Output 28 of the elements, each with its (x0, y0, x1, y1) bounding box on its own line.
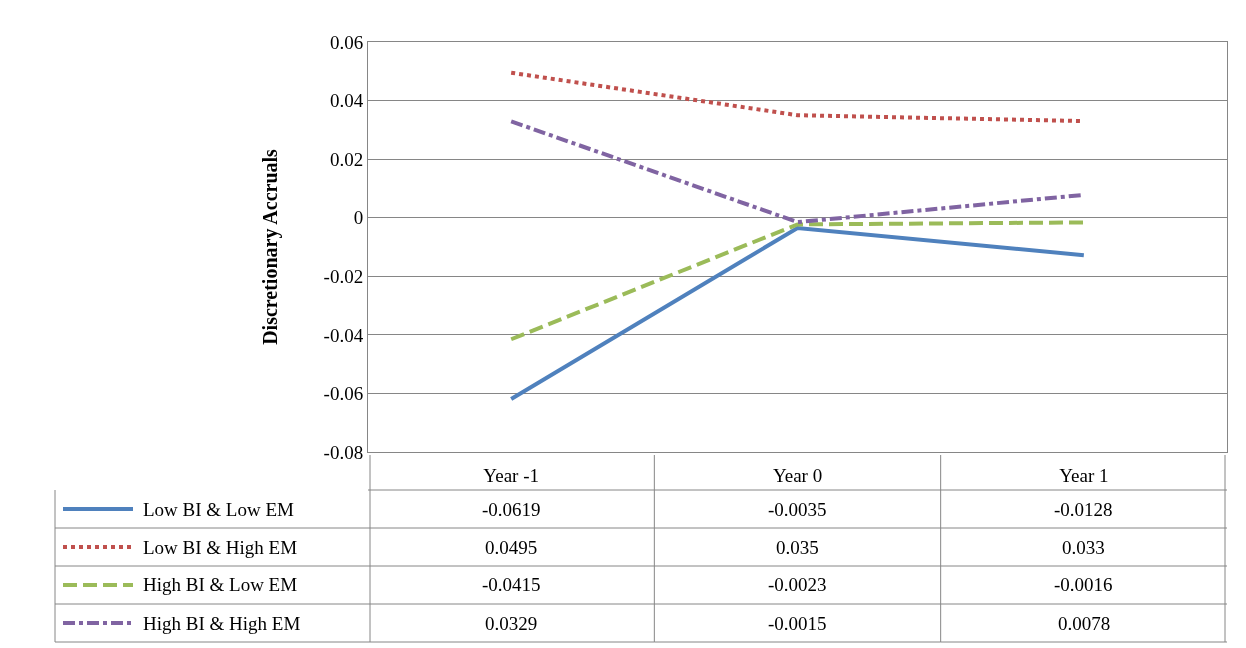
data-label: -0.0035 (768, 499, 827, 520)
y-tick-label: -0.06 (323, 383, 364, 405)
data-label: -0.0415 (482, 574, 541, 595)
y-tick-label: -0.08 (323, 441, 364, 463)
y-tick-label: 0.06 (329, 31, 364, 53)
data-label: 0.035 (776, 537, 819, 558)
y-tick-label: -0.04 (323, 324, 364, 346)
data-label: 0.0329 (485, 613, 538, 634)
data-label: -0.0023 (768, 574, 827, 595)
data-label: 0.0495 (485, 537, 538, 558)
y-tick-label: 0.04 (329, 90, 364, 112)
legend-label: Low BI & High EM (143, 537, 298, 558)
x-tick-label: Year 0 (772, 464, 823, 486)
y-tick-label: 0 (353, 207, 364, 229)
x-tick-label: Year -1 (483, 464, 539, 486)
data-label: -0.0619 (482, 499, 541, 520)
y-tick-label: 0.02 (329, 148, 364, 170)
data-label: 0.0078 (1058, 613, 1111, 634)
data-label: -0.0016 (1054, 574, 1113, 595)
legend-label: Low BI & Low EM (143, 499, 295, 520)
legend-label: High BI & High EM (143, 613, 301, 634)
data-label: 0.033 (1062, 537, 1105, 558)
y-axis-title: Discretionary Accruals (259, 148, 283, 345)
data-label: -0.0015 (768, 613, 827, 634)
legend-label: High BI & Low EM (143, 574, 298, 595)
x-tick-label: Year 1 (1059, 464, 1109, 486)
y-tick-label: -0.02 (323, 265, 364, 287)
data-label: -0.0128 (1054, 499, 1113, 520)
